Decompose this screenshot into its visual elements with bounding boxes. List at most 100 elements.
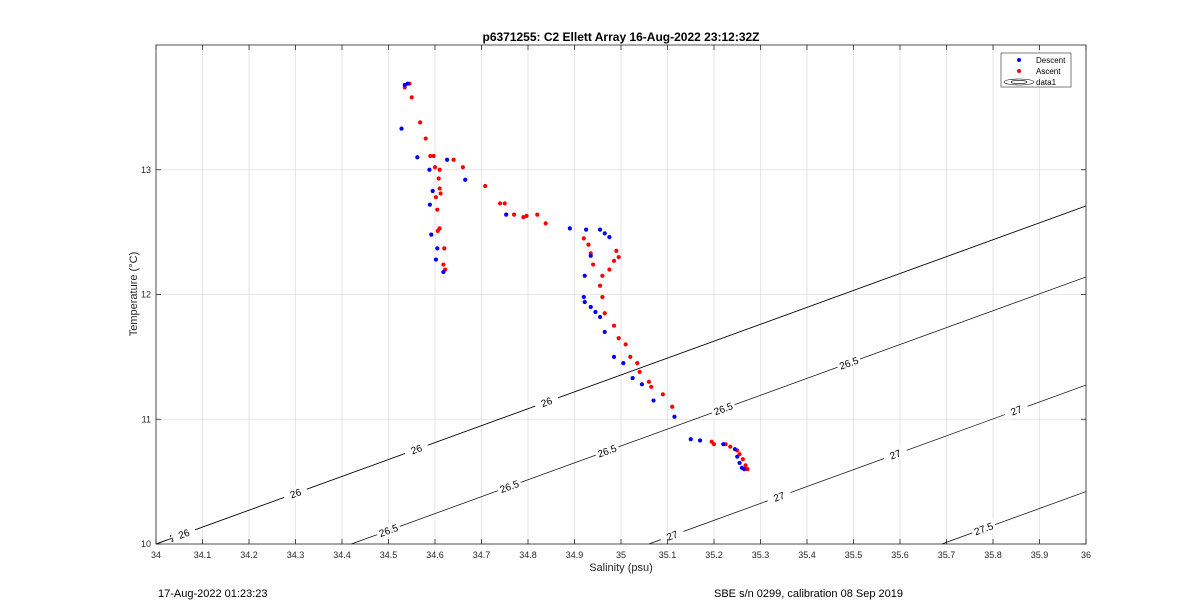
ascent-point: [597, 283, 603, 288]
descent-point: [581, 294, 586, 300]
ascent-point: [607, 267, 612, 272]
footer-timestamp: 17-Aug-2022 01:23:23: [158, 588, 268, 600]
ascent-point: [437, 167, 442, 172]
x-tick-label: 35.3: [752, 550, 770, 560]
ascent-point: [502, 201, 507, 206]
ascent-point: [511, 212, 517, 217]
x-axis-label: Salinity (psu): [589, 562, 653, 574]
descent-point: [732, 447, 738, 452]
x-tick-label: 34.9: [566, 550, 584, 560]
ascent-point: [637, 369, 642, 374]
descent-point: [504, 212, 509, 217]
descent-point: [607, 235, 612, 240]
descent-point: [630, 375, 635, 381]
x-tick-label: 34.5: [380, 550, 398, 560]
density-contour-line: [155, 205, 1087, 545]
density-contour-label: 26: [540, 396, 555, 410]
chart-title: p6371255: C2 Ellett Array 16-Aug-2022 23…: [482, 30, 759, 44]
x-tick-label: 35.7: [938, 550, 956, 560]
legend-box: [1000, 52, 1072, 88]
x-tick-label: 34.4: [333, 550, 351, 560]
ascent-point: [423, 136, 428, 141]
ascent-point: [745, 467, 750, 472]
data-points: [399, 81, 750, 472]
ascent-point: [441, 262, 446, 267]
ascent-point: [743, 463, 748, 468]
descent-point: [582, 273, 587, 278]
density-contour-label: 26: [410, 443, 425, 457]
x-tick-label: 35.9: [1031, 550, 1049, 560]
ascent-point: [711, 442, 717, 447]
x-tick-label: 35.4: [798, 550, 816, 560]
ascent-point: [460, 165, 465, 170]
density-contour-label: 27: [772, 490, 787, 504]
density-contour-label: 27: [889, 448, 904, 462]
ascent-point: [535, 212, 540, 217]
descent-point: [444, 157, 450, 162]
descent-point: [621, 361, 626, 366]
ascent-point: [611, 323, 617, 328]
density-contour-label-bg: [882, 444, 909, 465]
x-tick-label: 34.2: [240, 550, 258, 560]
ascent-point: [740, 457, 745, 462]
descent-point: [602, 329, 607, 335]
x-tick-label: 34: [151, 550, 161, 560]
density-contour-label-bg: [375, 520, 402, 541]
ascent-point: [437, 186, 442, 191]
ascent-point: [600, 273, 605, 278]
legend-contour-label: data1: [1036, 78, 1057, 87]
density-contour-label: 27: [1009, 404, 1024, 418]
descent-point: [688, 437, 693, 442]
density-contour-label-bg: [970, 519, 998, 539]
descent-point: [584, 227, 589, 232]
density-contour-label-bg: [1002, 400, 1030, 421]
ascent-point: [438, 191, 443, 196]
ascent-point: [649, 384, 654, 389]
x-tick-label: 35: [616, 550, 626, 560]
density-contour-label: 27: [665, 529, 680, 543]
y-tick-label: 11: [142, 414, 151, 424]
ascent-point: [635, 361, 640, 366]
ascent-point: [436, 176, 441, 181]
descent-point: [672, 414, 677, 419]
descent-point: [567, 226, 572, 231]
descent-point: [415, 155, 420, 160]
ascent-point: [591, 262, 596, 267]
x-tick-label: 34.3: [287, 550, 305, 560]
ascent-point: [543, 221, 548, 226]
descent-point: [735, 454, 740, 459]
ascent-point: [409, 95, 414, 100]
descent-point: [427, 167, 432, 172]
ascent-point: [600, 294, 605, 300]
axis-ticks: 34 34.1 34.2 34.3 34.4 34.5 34.6 34.7 34.8 34.9 35…: [141, 45, 1091, 560]
descent-point: [651, 398, 656, 403]
legend-ascent-label: Ascent: [1036, 67, 1061, 76]
legend-descent-marker: [1017, 58, 1021, 62]
y-tick-label: 12: [141, 290, 151, 300]
descent-point: [742, 467, 747, 472]
ascent-point: [524, 213, 529, 219]
descent-point: [597, 314, 603, 320]
footer-calibration: SBE s/n 0299, calibration 08 Sep 2019: [714, 588, 903, 600]
descent-point: [435, 246, 440, 251]
descent-point: [441, 269, 446, 275]
x-tick-label: 35.5: [845, 550, 863, 560]
legend-ascent-marker: [1017, 69, 1021, 73]
descent-point: [611, 354, 617, 359]
descent-point: [588, 253, 593, 258]
ascent-point: [442, 246, 447, 251]
descent-point: [463, 177, 468, 182]
density-contour-label-bg: [282, 483, 309, 504]
density-contour-label-bg: [835, 353, 863, 373]
x-tick-label: 36: [1081, 550, 1091, 560]
density-contour-line: [941, 491, 1087, 545]
density-contour-label-bg: [709, 399, 737, 419]
descent-point: [427, 202, 432, 207]
x-tick-label: 34.7: [473, 550, 491, 560]
x-tick-label: 35.6: [891, 550, 909, 560]
density-contour-label-bg: [403, 439, 430, 460]
ascent-point: [451, 157, 456, 162]
descent-point: [593, 309, 598, 315]
ascent-point: [602, 311, 607, 316]
